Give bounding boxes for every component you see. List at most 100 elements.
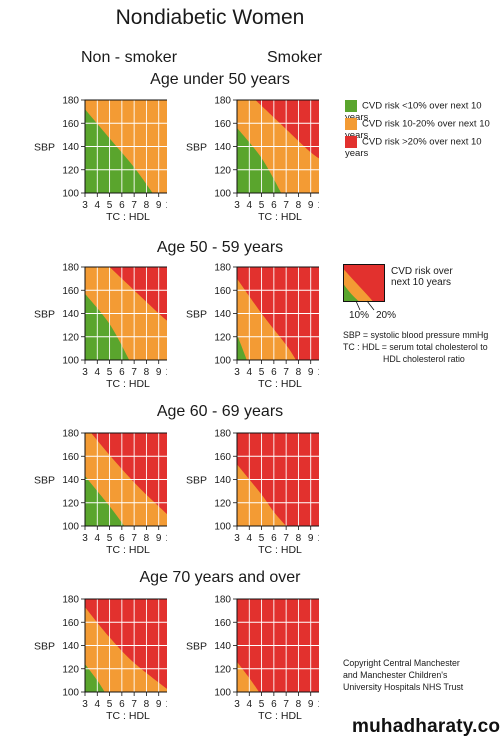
y-tick-label: 120	[214, 332, 231, 343]
x-tick-label: 7	[283, 699, 289, 710]
y-tick-label: 180	[214, 96, 231, 107]
column-header-smoker: Smoker	[267, 49, 323, 66]
x-axis-label: TC : HDL	[106, 378, 150, 390]
x-tick-label: 4	[247, 533, 253, 544]
legend-label: CVD risk >20% over next 10 years	[345, 136, 482, 159]
page-title: Nondiabetic Women	[115, 6, 305, 29]
legend-swatch-red	[345, 136, 357, 148]
x-tick-label: 9	[156, 200, 162, 211]
copyright-line-2: and Manchester Children's	[343, 670, 448, 680]
x-axis-label: TC : HDL	[106, 544, 150, 556]
risk-chart-panel: 100 120 140 160 180 345678910 TC : HDL SBP	[34, 96, 167, 223]
legend-swatch-green	[345, 100, 357, 112]
note-tchdl: TC : HDL = serum total cholesterol to	[343, 342, 488, 352]
legend-swatch-orange	[345, 118, 357, 130]
legend-item-green: CVD risk <10% over next 10 years	[345, 100, 500, 123]
x-tick-label: 6	[271, 200, 277, 211]
mini-legend-tick-10: 10%	[349, 310, 370, 321]
y-tick-label: 140	[62, 641, 79, 652]
x-axis-label: TC : HDL	[258, 378, 302, 390]
y-tick-label: 180	[214, 263, 231, 274]
orange-zone	[237, 278, 296, 360]
y-tick-label: 160	[62, 452, 79, 463]
y-tick-label: 120	[62, 165, 79, 176]
x-tick-label: 3	[82, 699, 88, 710]
x-tick-label: 8	[144, 533, 150, 544]
y-tick-label: 100	[62, 522, 79, 533]
x-tick-label: 4	[247, 699, 253, 710]
y-tick-label: 180	[62, 263, 79, 274]
x-tick-label: 3	[234, 367, 240, 378]
x-tick-label: 9	[156, 367, 162, 378]
y-tick-label: 100	[62, 356, 79, 367]
risk-chart-panel: 100 120 140 160 180 345678910 TC : HDL SBP	[34, 595, 167, 722]
green-zone	[237, 334, 247, 360]
y-tick-label: 140	[62, 309, 79, 320]
x-tick-label: 9	[156, 533, 162, 544]
x-tick-label: 10	[165, 200, 167, 211]
x-tick-label: 3	[82, 367, 88, 378]
x-tick-label: 6	[271, 699, 277, 710]
y-tick-label: 140	[214, 309, 231, 320]
x-tick-label: 7	[283, 367, 289, 378]
legend-item-red: CVD risk >20% over next 10 years	[345, 136, 500, 159]
y-tick-label: 120	[62, 498, 79, 509]
legend-label: CVD risk <10% over next 10 years	[345, 100, 482, 123]
orange-zone	[237, 661, 260, 692]
x-tick-label: 9	[308, 367, 314, 378]
risk-chart-panel: 100 120 140 160 180 345678910 TC : HDL SBP	[186, 263, 319, 390]
x-tick-label: 10	[165, 367, 167, 378]
y-tick-label: 140	[62, 142, 79, 153]
y-tick-label: 140	[62, 475, 79, 486]
green-zone	[85, 476, 125, 526]
legend-label: CVD risk 10-20% over next 10 years	[345, 118, 490, 141]
y-tick-label: 160	[62, 618, 79, 629]
y-tick-label: 180	[214, 595, 231, 606]
y-tick-label: 100	[214, 356, 231, 367]
mini-legend-pointers	[355, 300, 375, 311]
green-zone	[237, 127, 282, 193]
risk-chart-panel: 100 120 140 160 180 345678910 TC : HDL SBP	[34, 429, 167, 556]
x-tick-label: 3	[234, 200, 240, 211]
x-tick-label: 7	[131, 699, 137, 710]
x-tick-label: 3	[234, 533, 240, 544]
y-axis-label: SBP	[34, 309, 55, 321]
y-tick-label: 120	[62, 664, 79, 675]
mini-pointer-20	[366, 300, 375, 311]
x-tick-label: 5	[107, 699, 113, 710]
x-tick-label: 3	[82, 200, 88, 211]
legend-item-orange: CVD risk 10-20% over next 10 years	[345, 118, 500, 141]
y-tick-label: 120	[214, 165, 231, 176]
x-tick-label: 9	[308, 200, 314, 211]
risk-chart-panel: 100 120 140 160 180 345678910 TC : HDL SBP	[186, 429, 319, 556]
x-axis-label: TC : HDL	[258, 211, 302, 223]
x-tick-label: 5	[107, 200, 113, 211]
x-tick-label: 10	[317, 200, 319, 211]
x-tick-label: 3	[234, 699, 240, 710]
green-zone	[85, 293, 130, 360]
mini-pointer-10	[355, 300, 361, 311]
x-tick-label: 6	[119, 699, 125, 710]
x-tick-label: 4	[95, 699, 101, 710]
x-tick-label: 4	[247, 200, 253, 211]
y-tick-label: 100	[62, 189, 79, 200]
y-tick-label: 140	[214, 641, 231, 652]
mini-legend-title-1: CVD risk over	[391, 266, 453, 277]
risk-chart-panel: 100 120 140 160 180 345678910 TC : HDL SBP	[34, 263, 167, 390]
x-tick-label: 6	[119, 367, 125, 378]
mini-legend-frame	[343, 264, 385, 302]
y-tick-label: 160	[62, 119, 79, 130]
y-tick-label: 160	[214, 286, 231, 297]
x-tick-label: 10	[317, 533, 319, 544]
x-tick-label: 5	[259, 533, 265, 544]
y-tick-label: 160	[214, 119, 231, 130]
copyright-line-1: Copyright Central Manchester	[343, 658, 460, 668]
x-tick-label: 5	[107, 367, 113, 378]
risk-chart-panel: 100 120 140 160 180 345678910 TC : HDL SBP	[186, 96, 319, 223]
y-axis-label: SBP	[34, 475, 55, 487]
x-tick-label: 6	[271, 367, 277, 378]
green-zone	[85, 664, 105, 692]
y-axis-label: SBP	[186, 641, 207, 653]
x-tick-label: 6	[119, 200, 125, 211]
x-tick-label: 5	[259, 200, 265, 211]
